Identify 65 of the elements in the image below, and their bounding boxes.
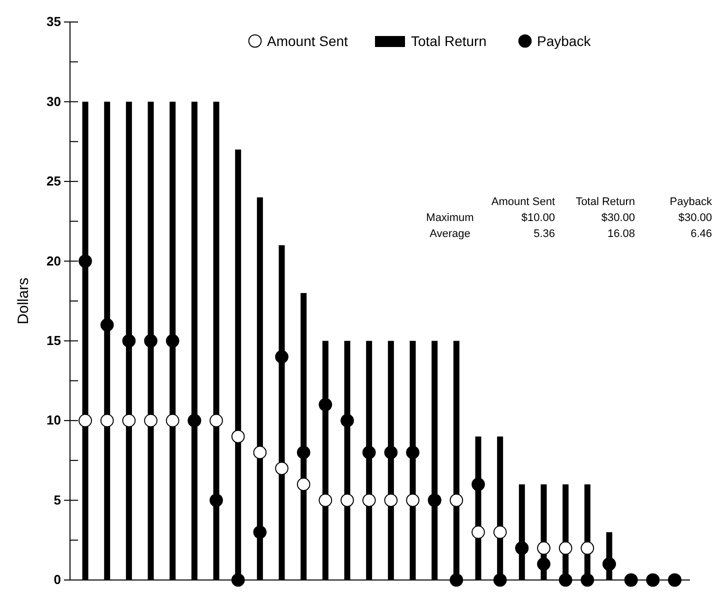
point xyxy=(406,494,420,507)
y-tick-label: 15 xyxy=(46,333,61,348)
point xyxy=(144,334,158,348)
point xyxy=(100,414,114,428)
point xyxy=(275,350,288,364)
point xyxy=(122,414,136,428)
annotation: Payback xyxy=(670,196,712,208)
point xyxy=(253,446,267,460)
point xyxy=(318,494,332,507)
point xyxy=(340,494,354,507)
point xyxy=(493,526,507,539)
point xyxy=(362,446,376,460)
legend-label: Payback xyxy=(537,33,592,49)
annotation: 5.36 xyxy=(534,228,555,240)
y-tick-label: 20 xyxy=(46,253,61,268)
y-tick-label: 0 xyxy=(54,572,61,588)
point xyxy=(580,573,594,587)
point xyxy=(78,414,92,428)
point xyxy=(296,478,310,492)
point xyxy=(231,573,245,587)
point xyxy=(340,414,354,428)
annotation: $30.00 xyxy=(678,212,712,224)
point xyxy=(493,573,507,587)
point xyxy=(580,541,594,555)
point xyxy=(537,557,550,571)
annotation: $30.00 xyxy=(601,212,635,224)
point xyxy=(472,526,485,539)
point xyxy=(384,446,398,460)
annotation: Amount Sent xyxy=(491,196,555,208)
annotation: 16.08 xyxy=(607,228,635,240)
y-tick-label: 10 xyxy=(46,412,61,428)
point xyxy=(537,541,550,555)
point xyxy=(450,494,464,507)
point xyxy=(210,494,223,507)
point xyxy=(144,414,158,428)
point xyxy=(362,494,376,507)
point xyxy=(558,541,572,555)
point xyxy=(384,494,398,507)
point xyxy=(318,398,332,412)
point xyxy=(100,318,114,332)
point xyxy=(275,462,288,476)
annotation: $10.00 xyxy=(521,212,555,224)
annotation: Average xyxy=(430,228,470,240)
y-tick-label: 35 xyxy=(46,14,61,30)
annotation: Total Return xyxy=(576,196,635,208)
y-tick-label: 30 xyxy=(46,94,61,109)
annotation: Maximum xyxy=(426,212,474,224)
point xyxy=(450,573,464,587)
point xyxy=(558,573,572,587)
y-axis-title: Dollars xyxy=(15,278,32,324)
point xyxy=(166,334,180,348)
text: 6.46 xyxy=(690,228,712,240)
point xyxy=(253,526,267,539)
point xyxy=(296,446,310,460)
point xyxy=(231,430,245,444)
point xyxy=(122,334,136,348)
legend-label: Total Return xyxy=(411,33,486,49)
point xyxy=(210,414,223,428)
point xyxy=(472,478,485,492)
y-tick-label: 5 xyxy=(54,492,61,508)
legend-label: Amount Sent xyxy=(267,33,348,49)
point xyxy=(78,254,92,268)
point xyxy=(406,446,420,460)
y-tick-label: 25 xyxy=(46,174,61,189)
point xyxy=(166,414,180,428)
